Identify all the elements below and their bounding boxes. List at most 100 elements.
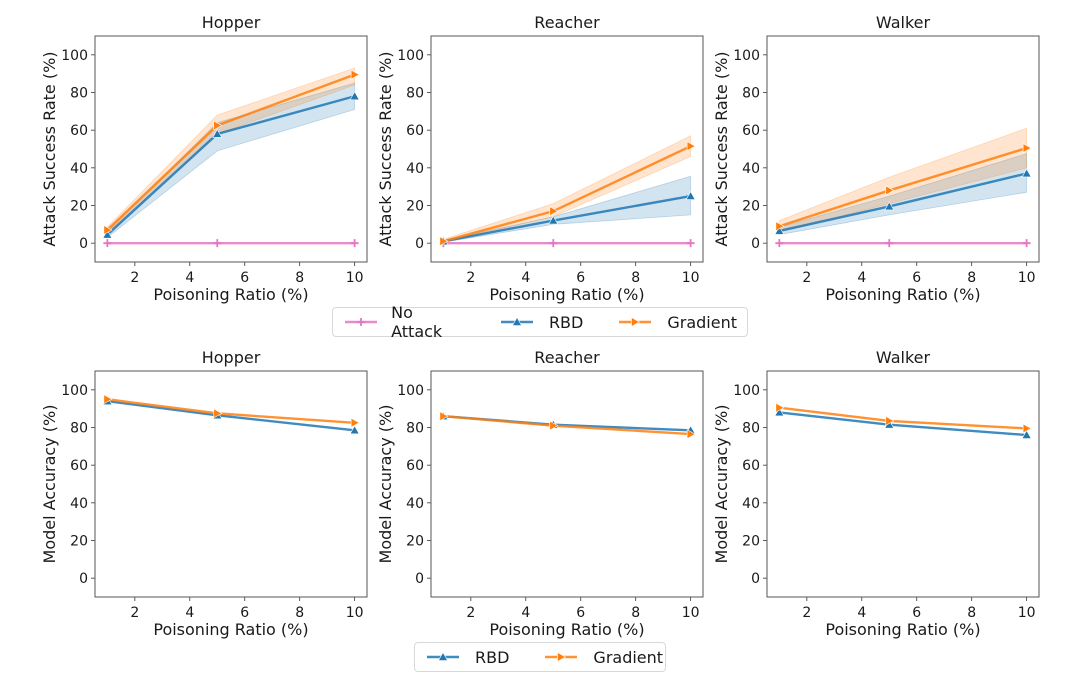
point-gradient bbox=[1022, 143, 1032, 154]
line-rbd bbox=[107, 399, 355, 432]
y-tick-label: 80 bbox=[70, 421, 88, 437]
y-axis-label: Model Accuracy (%) bbox=[712, 405, 731, 564]
y-tick-label: 100 bbox=[397, 48, 424, 64]
y-tick-label: 60 bbox=[406, 123, 424, 139]
y-tick-label: 60 bbox=[742, 123, 760, 139]
x-tick-label: 8 bbox=[295, 270, 304, 286]
x-axis-label: Poisoning Ratio (%) bbox=[825, 620, 980, 639]
point-gradient bbox=[775, 402, 785, 413]
point-no-attack bbox=[686, 239, 695, 248]
plot-area bbox=[774, 402, 1032, 439]
point-gradient bbox=[439, 411, 449, 422]
point-gradient bbox=[686, 429, 696, 440]
y-axis-label: Attack Success Rate (%) bbox=[376, 51, 395, 246]
legend-label: RBD bbox=[548, 312, 584, 332]
point-gradient bbox=[439, 236, 449, 247]
subplot-top-hopper: Hopper 0 20 40 60 80 100 2 4 6 8 10 Poisoning Ratio … bbox=[40, 13, 368, 304]
subplot-top-reacher: Reacher 0 20 40 60 80 100 2 4 6 8 10 Poisoning Ratio… bbox=[376, 13, 704, 304]
plot-area bbox=[774, 127, 1032, 248]
legend-swatch-no-attack bbox=[345, 318, 377, 326]
y-tick-label: 100 bbox=[61, 383, 88, 399]
axes-frame bbox=[430, 370, 704, 598]
y-tick-label: 40 bbox=[406, 496, 424, 512]
x-tick-label: 4 bbox=[185, 605, 194, 621]
y-tick-label: 0 bbox=[751, 236, 760, 252]
subplot-title: Hopper bbox=[202, 13, 261, 32]
y-tick-label: 40 bbox=[742, 161, 760, 177]
y-tick-label: 60 bbox=[70, 123, 88, 139]
point-gradient bbox=[213, 408, 223, 419]
point-rbd bbox=[774, 225, 785, 235]
legend-label: No Attack bbox=[391, 303, 443, 341]
point-gradient bbox=[549, 206, 559, 217]
legend-label: Gradient bbox=[593, 647, 664, 667]
y-tick-label: 40 bbox=[70, 496, 88, 512]
x-tick-label: 10 bbox=[346, 270, 364, 286]
subplot-title: Reacher bbox=[534, 348, 600, 367]
y-axis-label: Model Accuracy (%) bbox=[40, 405, 59, 564]
y-tick-label: 60 bbox=[742, 458, 760, 474]
point-rbd bbox=[102, 229, 113, 239]
legend-item-rbd: RBD bbox=[499, 313, 583, 332]
y-tick-label: 0 bbox=[415, 236, 424, 252]
y-tick-label: 0 bbox=[79, 571, 88, 587]
y-tick-label: 0 bbox=[415, 571, 424, 587]
y-tick-label: 100 bbox=[397, 383, 424, 399]
legend-marker bbox=[557, 651, 567, 663]
point-no-attack bbox=[549, 239, 558, 248]
x-tick-label: 10 bbox=[1018, 270, 1036, 286]
x-tick-label: 6 bbox=[240, 270, 249, 286]
subplot-title: Walker bbox=[876, 348, 931, 367]
x-axis-label: Poisoning Ratio (%) bbox=[153, 285, 308, 304]
x-tick-label: 2 bbox=[130, 605, 139, 621]
x-tick-label: 10 bbox=[682, 270, 700, 286]
point-gradient bbox=[686, 141, 696, 152]
point-gradient bbox=[350, 69, 360, 80]
y-tick-label: 80 bbox=[406, 421, 424, 437]
y-tick-label: 40 bbox=[70, 161, 88, 177]
x-tick-label: 2 bbox=[466, 270, 475, 286]
plot-area bbox=[102, 394, 360, 435]
y-tick-label: 100 bbox=[733, 383, 760, 399]
x-axis-label: Poisoning Ratio (%) bbox=[153, 620, 308, 639]
point-no-attack bbox=[103, 239, 112, 248]
point-gradient bbox=[1022, 423, 1032, 434]
legend-top: No Attack RBD Gradient bbox=[332, 303, 748, 341]
y-tick-label: 20 bbox=[406, 199, 424, 215]
y-tick-label: 80 bbox=[742, 86, 760, 102]
point-gradient bbox=[549, 420, 559, 431]
legend-label: Gradient bbox=[667, 312, 737, 332]
axes-frame bbox=[430, 35, 704, 263]
legend-item-gradient: Gradient bbox=[617, 313, 737, 332]
subplot-bottom-walker: Walker 0 20 40 60 80 100 2 4 6 8 10 Poisoning Ratio … bbox=[712, 348, 1040, 639]
point-rbd bbox=[349, 425, 360, 435]
point-rbd bbox=[774, 407, 785, 417]
subplot-title: Reacher bbox=[534, 13, 600, 32]
point-rbd bbox=[1021, 168, 1032, 178]
x-tick-label: 6 bbox=[576, 270, 585, 286]
point-rbd bbox=[349, 91, 360, 101]
x-axis-label: Poisoning Ratio (%) bbox=[825, 285, 980, 304]
x-tick-label: 6 bbox=[240, 605, 249, 621]
legend-item-gradient: Gradient bbox=[543, 648, 663, 667]
point-gradient bbox=[103, 224, 113, 235]
x-tick-label: 10 bbox=[346, 605, 364, 621]
x-tick-label: 10 bbox=[682, 605, 700, 621]
y-tick-label: 40 bbox=[742, 496, 760, 512]
point-gradient bbox=[775, 221, 785, 232]
y-tick-label: 40 bbox=[406, 161, 424, 177]
x-tick-label: 2 bbox=[802, 270, 811, 286]
y-tick-label: 20 bbox=[742, 534, 760, 550]
point-no-attack bbox=[213, 239, 222, 248]
legend-label: RBD bbox=[475, 647, 510, 667]
y-tick-label: 100 bbox=[733, 48, 760, 64]
y-tick-label: 80 bbox=[742, 421, 760, 437]
y-tick-label: 100 bbox=[61, 48, 88, 64]
point-gradient bbox=[350, 417, 360, 428]
x-tick-label: 8 bbox=[631, 270, 640, 286]
x-tick-label: 4 bbox=[857, 270, 866, 286]
legend-marker bbox=[437, 651, 449, 661]
x-axis-label: Poisoning Ratio (%) bbox=[489, 620, 644, 639]
axes-frame bbox=[94, 370, 368, 598]
